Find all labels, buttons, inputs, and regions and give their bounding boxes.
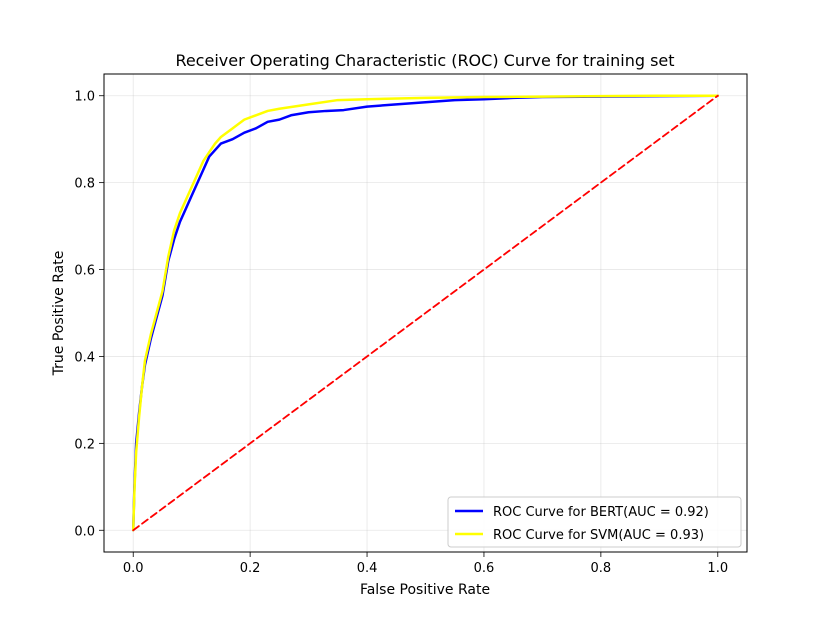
- grid-lines: [104, 74, 747, 552]
- y-tick-label: 0.8: [74, 177, 95, 192]
- x-axis-ticks: 0.0 0.2 0.4 0.6 0.8 1.0: [123, 552, 728, 576]
- x-tick-label: 0.8: [591, 561, 612, 576]
- x-tick-label: 0.6: [474, 561, 495, 576]
- legend-label-bert: ROC Curve for BERT(AUC = 0.92): [493, 505, 709, 520]
- y-axis-ticks: 0.0 0.2 0.4 0.6 0.8 1.0: [74, 90, 104, 539]
- y-tick-label: 0.4: [74, 350, 95, 365]
- chart-title: Receiver Operating Characteristic (ROC) …: [175, 51, 674, 70]
- y-tick-label: 0.0: [74, 524, 95, 539]
- chance-diagonal: [132, 94, 719, 532]
- x-tick-label: 0.2: [240, 561, 261, 576]
- legend: ROC Curve for BERT(AUC = 0.92) ROC Curve…: [447, 496, 742, 548]
- legend-label-svm: ROC Curve for SVM(AUC = 0.93): [493, 528, 704, 543]
- x-axis-label: False Positive Rate: [360, 582, 490, 598]
- x-tick-label: 0.0: [123, 561, 144, 576]
- y-tick-label: 0.2: [74, 437, 95, 452]
- series-layer: [131, 94, 720, 532]
- plot-frame: [103, 73, 748, 553]
- svm-roc-curve: [131, 94, 720, 532]
- legend-box: [447, 496, 742, 548]
- y-axis-label: True Positive Rate: [51, 251, 67, 377]
- y-tick-label: 1.0: [74, 90, 95, 105]
- x-tick-label: 0.4: [357, 561, 378, 576]
- y-tick-label: 0.6: [74, 264, 95, 279]
- x-tick-label: 1.0: [707, 561, 728, 576]
